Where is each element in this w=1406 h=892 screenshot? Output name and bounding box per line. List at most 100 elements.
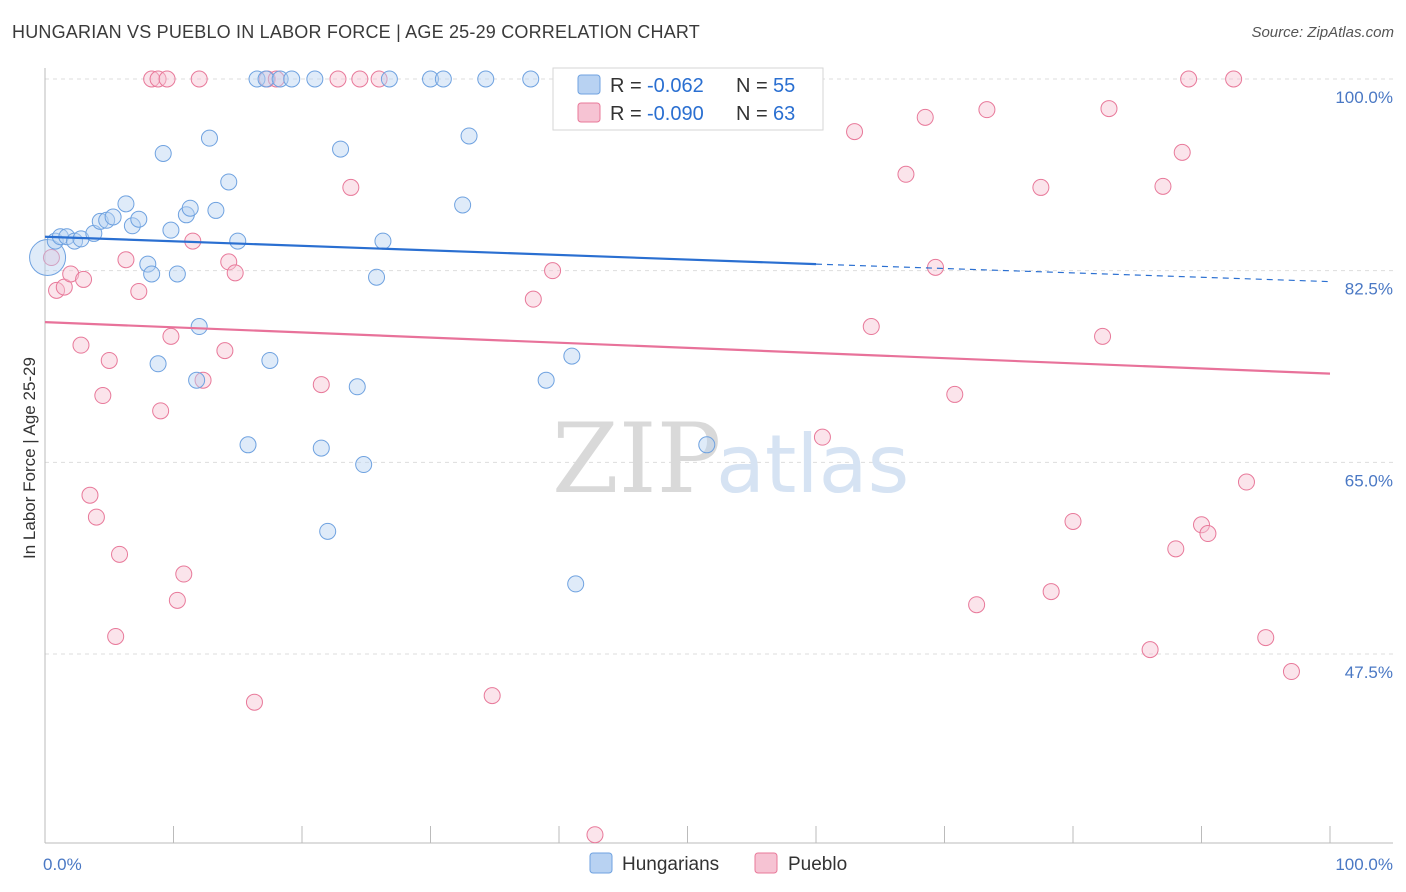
hungarians-point <box>123 217 141 235</box>
hungarians-point <box>220 173 238 191</box>
hungarians-point <box>248 70 266 88</box>
trend-lines <box>44 235 1331 375</box>
hungarians-point <box>422 70 439 88</box>
pueblo-point <box>897 165 915 183</box>
hungarians-point <box>348 378 366 396</box>
pueblo-point <box>946 385 964 403</box>
legend-n-value-hungarians: 55 <box>773 75 795 97</box>
pueblo-point <box>1100 100 1118 118</box>
pueblo-point <box>1154 177 1172 195</box>
pueblo-point <box>111 545 129 563</box>
grid-lines <box>45 78 1393 655</box>
hungarians-point <box>229 232 247 250</box>
pueblo-point <box>149 70 167 88</box>
pueblo-point <box>81 486 99 504</box>
pueblo-point <box>978 101 996 119</box>
pueblo-point <box>1042 583 1060 601</box>
hungarians-point <box>143 265 161 283</box>
legend-n-value-pueblo: 63 <box>773 103 795 125</box>
watermark-zip: ZIP <box>552 403 721 515</box>
pueblo-point <box>968 596 986 614</box>
pueblo-point <box>351 70 369 88</box>
axes <box>44 68 1393 844</box>
hungarians-point <box>332 140 350 158</box>
pueblo-point <box>846 123 864 141</box>
hungarians-point <box>271 70 289 88</box>
legend-n-label-hungarians: N = <box>736 75 768 97</box>
hungarians-point <box>306 70 324 88</box>
pueblo-point <box>1199 525 1217 543</box>
pueblo-point <box>162 327 180 345</box>
hungarians-point <box>149 355 167 373</box>
pueblo-point <box>216 342 234 360</box>
y-axis-label: In Labor Force | Age 25-29 <box>20 357 39 559</box>
bottom-legend-swatch-pueblo <box>754 852 778 874</box>
pueblo-point <box>220 253 238 271</box>
x-tick-label-max: 100.0% <box>1335 855 1393 874</box>
pueblo-point <box>586 826 604 844</box>
y-tick-label: 47.5% <box>1345 663 1393 682</box>
legend-r-value-hungarians: -0.062 <box>647 75 704 97</box>
pueblo-point <box>175 565 193 583</box>
hungarians-point <box>207 201 225 219</box>
pueblo-point <box>1173 143 1191 161</box>
pueblo-point <box>1094 327 1112 345</box>
hungarians-point <box>434 70 452 88</box>
pueblo-point <box>1167 540 1185 558</box>
hungarians-point <box>181 199 199 217</box>
hungarians-point <box>154 144 172 162</box>
pueblo-point <box>862 318 880 336</box>
hungarians-point <box>698 436 716 454</box>
hungarians-point <box>368 268 386 286</box>
legend-swatch-hungarians <box>577 74 601 95</box>
pueblo-trend-line <box>44 321 1331 375</box>
hungarians-point <box>130 210 148 228</box>
legend-n-label-pueblo: N = <box>736 103 768 125</box>
pueblo-point <box>42 249 60 267</box>
source-label: Source: ZipAtlas.com <box>1251 24 1394 41</box>
pueblo-point <box>1032 178 1050 196</box>
legend-r-value-pueblo: -0.090 <box>647 103 704 125</box>
hungarians-trend-extension <box>815 263 1331 283</box>
hungarians-point <box>537 371 555 389</box>
hungarians-point <box>261 351 279 369</box>
pueblo-point <box>342 178 360 196</box>
hungarians-trend-line <box>44 235 817 266</box>
pueblo-point <box>75 270 93 288</box>
bottom-legend-pueblo: Pueblo <box>788 854 847 875</box>
hungarians-point <box>200 129 218 147</box>
pueblo-point <box>190 70 208 88</box>
pueblo-point <box>72 336 90 354</box>
hungarians-point <box>190 318 208 336</box>
pueblo-point <box>1282 663 1300 681</box>
hungarians-point <box>374 232 392 250</box>
hungarians-point <box>319 522 337 540</box>
pueblo-point <box>544 262 562 280</box>
pueblo-point <box>168 591 186 609</box>
legend-r-label-hungarians: R = <box>610 75 642 97</box>
pueblo-point <box>194 371 212 389</box>
pueblo-point <box>1141 641 1159 659</box>
pueblo-point <box>312 376 330 394</box>
y-tick-label: 65.0% <box>1345 471 1393 490</box>
pueblo-point <box>1257 629 1275 647</box>
hungarians-point <box>239 436 257 454</box>
legend-r-label-pueblo: R = <box>610 103 642 125</box>
hungarians-point <box>567 575 585 593</box>
watermark-atlas: atlas <box>716 418 909 511</box>
hungarians-point <box>312 439 330 457</box>
hungarians-point <box>454 196 472 214</box>
stats-legend: R = -0.062 N = 55 R = -0.090 N = 63 <box>552 67 824 131</box>
hungarians-point <box>355 456 373 474</box>
pueblo-point <box>1193 516 1210 534</box>
pueblo-point <box>107 627 125 645</box>
pueblo-point <box>245 693 263 711</box>
pueblo-point <box>370 70 388 88</box>
pueblo-point <box>1180 70 1198 88</box>
pueblo-point <box>130 282 148 300</box>
pueblo-point <box>152 402 170 420</box>
pueblo-point <box>226 264 244 282</box>
series-legend: Hungarians Pueblo <box>589 852 847 875</box>
pueblo-point <box>62 265 80 283</box>
